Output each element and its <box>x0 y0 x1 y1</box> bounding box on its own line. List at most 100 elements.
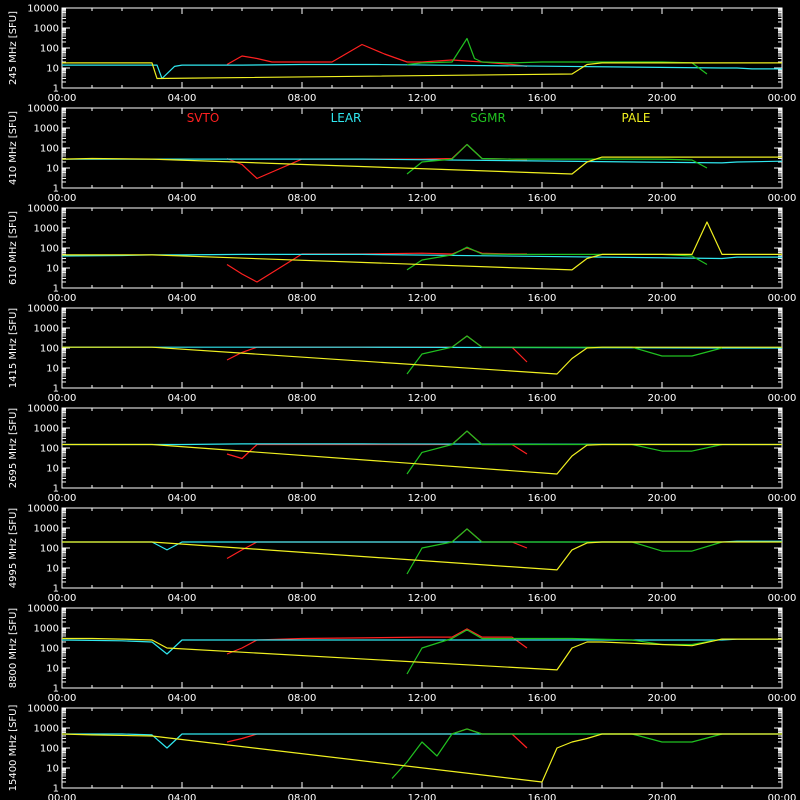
x-tick-label: 00:00 <box>48 593 77 604</box>
series-line-sgmr <box>406 335 723 375</box>
x-tick-label: 20:00 <box>648 493 677 504</box>
x-tick-label: 12:00 <box>408 493 437 504</box>
x-tick-label: 00:00 <box>48 793 77 800</box>
series-line-lear <box>61 638 782 655</box>
x-tick-label: 04:00 <box>168 393 197 404</box>
panel-6: 1 10 100 1000 10000 00:00 04:00 08:00 12:00 16:00… <box>8 604 796 705</box>
panel-4: 1 10 100 1000 10000 00:00 04:00 08:00 12:00 16:00… <box>8 404 796 505</box>
series-line-pale <box>61 156 782 175</box>
x-tick-label: 20:00 <box>648 793 677 800</box>
panel-1: 1 10 100 1000 10000 00:00 04:00 08:00 12:00 16:00… <box>8 104 796 205</box>
y-tick-label: 10 <box>46 64 59 75</box>
x-tick-label: 16:00 <box>528 593 557 604</box>
x-tick-label: 16:00 <box>528 93 557 104</box>
x-tick-label: 04:00 <box>168 793 197 800</box>
series-line-lear <box>62 63 782 80</box>
series-line-svto <box>226 335 528 363</box>
legend-lear: LEAR <box>331 111 362 125</box>
series-line-pale <box>61 733 782 783</box>
x-tick-label: 12:00 <box>408 793 437 800</box>
y-axis-label: 4995 MHz [SFU] <box>8 508 19 589</box>
x-tick-label: 20:00 <box>648 393 677 404</box>
x-tick-label: 04:00 <box>168 493 197 504</box>
y-tick-label: 10000 <box>27 404 59 415</box>
series-line-sgmr <box>391 728 723 779</box>
y-tick-label: 100 <box>40 444 59 455</box>
series-line-pale <box>62 541 782 571</box>
x-tick-label: 16:00 <box>528 393 557 404</box>
series-line-svto <box>226 43 528 67</box>
y-axis-label: 245 MHz [SFU] <box>8 11 19 85</box>
x-tick-label: 16:00 <box>528 293 557 304</box>
x-tick-label: 08:00 <box>288 793 317 800</box>
x-tick-label: 20:00 <box>648 693 677 704</box>
series-line-pale <box>62 443 782 475</box>
y-tick-label: 10 <box>46 764 59 775</box>
x-tick-label: 04:00 <box>168 593 197 604</box>
x-tick-label: 08:00 <box>288 493 317 504</box>
series-line-pale <box>62 637 782 671</box>
x-tick-label: 16:00 <box>528 693 557 704</box>
y-tick-label: 1 <box>53 184 59 195</box>
x-tick-label: 04:00 <box>168 93 197 104</box>
series-line-sgmr <box>406 430 723 475</box>
x-tick-label: 12:00 <box>408 193 437 204</box>
series-line-pale <box>62 346 782 375</box>
x-tick-label: 12:00 <box>408 93 437 104</box>
x-tick-label: 20:00 <box>648 293 677 304</box>
series-line-svto <box>226 528 528 560</box>
y-tick-label: 1 <box>53 684 59 695</box>
y-tick-label: 10000 <box>27 504 59 515</box>
y-tick-label: 100 <box>40 644 59 655</box>
y-tick-label: 10000 <box>27 204 59 215</box>
series-line-svto <box>226 143 528 180</box>
x-tick-label: 04:00 <box>168 193 197 204</box>
y-tick-label: 1000 <box>34 624 59 635</box>
x-tick-label: 00:00 <box>768 393 797 404</box>
x-tick-label: 16:00 <box>528 793 557 800</box>
series-line-svto <box>226 628 528 655</box>
x-tick-label: 00:00 <box>768 93 797 104</box>
legend-sgmr: SGMR <box>470 111 506 125</box>
x-tick-label: 20:00 <box>648 193 677 204</box>
y-axis-label: 410 MHz [SFU] <box>8 111 19 185</box>
legend-pale: PALE <box>622 111 651 125</box>
y-tick-label: 100 <box>40 744 59 755</box>
y-tick-label: 10 <box>46 464 59 475</box>
series-line-sgmr <box>406 528 723 575</box>
y-tick-label: 10 <box>46 564 59 575</box>
x-tick-label: 08:00 <box>288 193 317 204</box>
x-tick-label: 00:00 <box>48 693 77 704</box>
y-tick-label: 1 <box>53 784 59 795</box>
plot-frame <box>61 207 783 289</box>
legend-svto: SVTO <box>187 111 220 125</box>
y-tick-label: 1 <box>53 284 59 295</box>
panel-5: 1 10 100 1000 10000 00:00 04:00 08:00 12:00 16:00… <box>8 504 796 605</box>
y-tick-label: 10 <box>46 164 59 175</box>
y-axis-label: 2695 MHz [SFU] <box>8 408 19 489</box>
panel-7: 1 10 100 1000 10000 00:00 04:00 08:00 12:00 16:00… <box>8 704 796 800</box>
y-tick-label: 10000 <box>27 604 59 615</box>
y-tick-label: 1 <box>53 84 59 95</box>
series-line-sgmr <box>406 37 708 75</box>
y-tick-label: 1000 <box>34 24 59 35</box>
x-tick-label: 04:00 <box>168 293 197 304</box>
x-tick-label: 12:00 <box>408 293 437 304</box>
x-tick-label: 08:00 <box>288 593 317 604</box>
y-tick-label: 1 <box>53 584 59 595</box>
panel-0: 1 10 100 1000 10000 00:00 04:00 08:00 12:00 16:00… <box>8 4 796 105</box>
x-tick-label: 00:00 <box>48 293 77 304</box>
x-tick-label: 00:00 <box>768 693 797 704</box>
y-axis-label: 610 MHz [SFU] <box>8 211 19 285</box>
y-axis-label: 15400 MHz [SFU] <box>8 705 19 792</box>
x-tick-label: 00:00 <box>768 493 797 504</box>
y-tick-label: 1000 <box>34 224 59 235</box>
y-tick-label: 100 <box>40 44 59 55</box>
y-tick-label: 1000 <box>34 324 59 335</box>
series-line-pale <box>62 221 782 271</box>
y-tick-label: 10 <box>46 664 59 675</box>
x-tick-label: 04:00 <box>168 693 197 704</box>
x-tick-label: 00:00 <box>48 393 77 404</box>
y-tick-label: 10 <box>46 364 59 375</box>
y-tick-label: 1000 <box>34 124 59 135</box>
